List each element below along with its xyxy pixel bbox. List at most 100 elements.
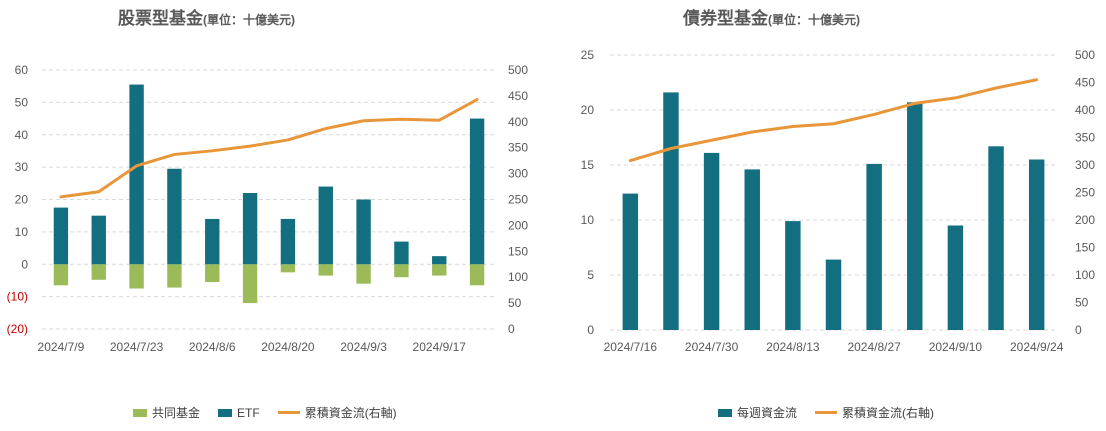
bar bbox=[242, 193, 258, 265]
legend-label: ETF bbox=[237, 405, 260, 420]
y2-tick-label: 350 bbox=[1075, 131, 1095, 145]
bar bbox=[91, 264, 106, 280]
y-tick-label: 20 bbox=[15, 193, 29, 207]
y2-tick-label: 450 bbox=[1075, 76, 1095, 90]
x-tick-label: 2024/9/24 bbox=[1010, 340, 1064, 354]
bar bbox=[280, 218, 296, 265]
bar bbox=[469, 264, 485, 286]
bar bbox=[1028, 159, 1045, 330]
y-tick-label: 60 bbox=[15, 63, 29, 77]
y2-tick-label: 0 bbox=[1075, 323, 1082, 337]
bond-fund-chart-panel: 債券型基金(單位：十億美元) 25 20 15 10 5 0 500 450 400 350 300… bbox=[553, 0, 1106, 426]
y2-tick-label: 100 bbox=[508, 270, 528, 284]
chart-title-main: 債券型基金 bbox=[683, 9, 768, 28]
y2-tick-label: 200 bbox=[1075, 213, 1095, 227]
chart-title: 債券型基金(單位：十億美元) bbox=[683, 4, 860, 29]
bar bbox=[394, 241, 409, 265]
x-tick-label: 2024/9/3 bbox=[340, 340, 387, 354]
bar bbox=[988, 146, 1004, 330]
legend-label: 共同基金 bbox=[152, 406, 201, 420]
bar bbox=[167, 264, 182, 288]
bar bbox=[825, 259, 842, 330]
y2-tick-label: 400 bbox=[1075, 103, 1095, 117]
equity-fund-chart: 6050403020100(10)(20)5004504003503002502… bbox=[7, 63, 529, 354]
bar bbox=[356, 264, 371, 284]
legend-label: 每週資金流 bbox=[737, 406, 798, 420]
legend-label: 累積資金流(右軸) bbox=[842, 406, 935, 420]
legend-item-weekly-flow: 每週資金流 bbox=[718, 404, 797, 421]
bar bbox=[785, 221, 801, 330]
x-tick-label: 2024/7/30 bbox=[685, 340, 739, 354]
x-tick-label: 2024/7/16 bbox=[604, 340, 658, 354]
legend-swatch-mutual-fund bbox=[133, 408, 147, 417]
x-tick-label: 2024/9/17 bbox=[413, 340, 467, 354]
x-tick-label: 2024/7/23 bbox=[110, 340, 164, 354]
chart-title-main: 股票型基金 bbox=[118, 9, 203, 28]
bar bbox=[947, 225, 964, 330]
chart-legend: 每週資金流 累積資金流(右軸) bbox=[718, 404, 934, 421]
bar bbox=[205, 264, 220, 283]
equity-fund-chart-panel: 股票型基金(單位：十億美元) 60 50 40 30 20 10 0 (10) (20) 500 4… bbox=[0, 0, 553, 426]
x-tick-label: 2024/9/10 bbox=[929, 340, 983, 354]
x-tick-label: 2024/7/9 bbox=[38, 340, 85, 354]
legend-swatch-cumulative bbox=[277, 411, 300, 414]
y2-tick-label: 500 bbox=[1075, 48, 1095, 62]
y2-tick-label: 350 bbox=[508, 141, 528, 155]
chart-title-unit: (單位：十億美元) bbox=[203, 13, 295, 27]
bar bbox=[167, 168, 182, 265]
y-tick-label: 0 bbox=[21, 257, 28, 271]
series-line bbox=[628, 78, 1039, 163]
y2-tick-label: 50 bbox=[508, 296, 522, 310]
y-tick-label: 20 bbox=[581, 103, 595, 117]
y2-tick-label: 450 bbox=[508, 89, 528, 103]
bar bbox=[744, 169, 760, 330]
legend-item-etf: ETF bbox=[218, 406, 260, 420]
bond-fund-chart: 2520151050500450400350300250200150100500… bbox=[581, 48, 1096, 354]
y2-tick-label: 300 bbox=[508, 167, 528, 181]
y-tick-label: 30 bbox=[15, 160, 29, 174]
y2-tick-label: 250 bbox=[1075, 186, 1095, 200]
chart-title: 股票型基金(單位：十億美元) bbox=[118, 4, 295, 29]
x-tick-label: 2024/8/20 bbox=[261, 340, 315, 354]
bar bbox=[432, 264, 447, 276]
bar bbox=[129, 84, 144, 265]
bar bbox=[469, 118, 485, 265]
bar bbox=[663, 92, 679, 331]
bar bbox=[53, 264, 69, 286]
bar bbox=[53, 207, 69, 265]
chart-legend: 共同基金 ETF 累積資金流(右軸) bbox=[133, 404, 397, 421]
bar bbox=[907, 102, 923, 330]
y2-tick-label: 0 bbox=[508, 322, 515, 336]
bar bbox=[432, 256, 447, 265]
y2-tick-label: 50 bbox=[1075, 296, 1089, 310]
y2-tick-label: 150 bbox=[508, 244, 528, 258]
y-tick-label: (20) bbox=[7, 322, 28, 336]
y-tick-label: 15 bbox=[581, 158, 595, 172]
legend-swatch-weekly-flow bbox=[718, 408, 732, 417]
x-tick-label: 2024/8/27 bbox=[847, 340, 901, 354]
series-line bbox=[59, 98, 479, 199]
y-tick-label: (10) bbox=[7, 290, 28, 304]
y2-tick-label: 300 bbox=[1075, 158, 1095, 172]
y-tick-label: 0 bbox=[587, 323, 594, 337]
bar bbox=[622, 193, 639, 330]
y-tick-label: 25 bbox=[581, 48, 595, 62]
bar bbox=[129, 264, 144, 289]
y-tick-label: 50 bbox=[15, 95, 29, 109]
bar bbox=[242, 264, 258, 304]
legend-label: 累積資金流(右軸) bbox=[304, 406, 397, 420]
chart-title-unit: (單位：十億美元) bbox=[768, 13, 860, 27]
y2-tick-label: 250 bbox=[508, 193, 528, 207]
y-tick-label: 5 bbox=[587, 268, 594, 282]
legend-item-mutual-fund: 共同基金 bbox=[133, 404, 200, 421]
legend-swatch-etf bbox=[218, 408, 233, 417]
y-tick-label: 10 bbox=[15, 225, 29, 239]
bar bbox=[866, 163, 882, 330]
y2-tick-label: 400 bbox=[508, 115, 528, 129]
bar bbox=[318, 186, 333, 265]
y2-tick-label: 500 bbox=[508, 63, 528, 77]
x-tick-label: 2024/8/13 bbox=[766, 340, 820, 354]
y-tick-label: 40 bbox=[15, 128, 29, 142]
legend-swatch-cumulative bbox=[815, 411, 838, 414]
bar bbox=[205, 218, 220, 265]
